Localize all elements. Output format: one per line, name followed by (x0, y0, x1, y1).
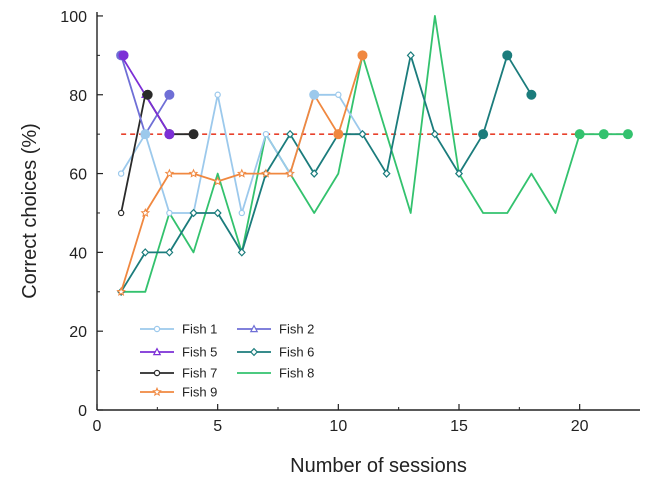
plot-frame (96, 12, 640, 411)
final-marker-fish-6 (502, 50, 513, 61)
x-tick-label: 5 (213, 418, 222, 435)
data-point-fish-7 (117, 209, 125, 217)
final-markers-layer (116, 50, 633, 140)
data-point-fish-6 (382, 169, 391, 178)
legend-item-fish-9: Fish 9 (140, 385, 217, 400)
final-marker-fish-7 (142, 89, 153, 100)
y-tick-label: 60 (69, 167, 87, 184)
legend-marker-fish-2 (249, 324, 259, 333)
data-point-fish-9 (116, 286, 126, 296)
y-axis-label: Correct choices (%) (19, 123, 41, 299)
final-marker-fish-5 (164, 129, 175, 140)
legend-marker-fish-9 (152, 386, 162, 397)
legend-marker-fish-1 (153, 325, 161, 333)
legend-item-fish-2: Fish 2 (237, 322, 314, 337)
series-line-fish-6 (120, 54, 533, 293)
series-fish-7 (117, 91, 197, 217)
data-point-fish-6 (454, 169, 464, 178)
data-point-fish-6 (237, 248, 246, 257)
legend-label-fish-9: Fish 9 (182, 385, 217, 400)
series-line-fish-7 (120, 93, 194, 214)
legend-item-fish-1: Fish 1 (140, 322, 217, 337)
data-point-fish-6 (213, 208, 222, 218)
x-tick-label: 15 (450, 418, 468, 435)
final-marker-fish-8 (574, 129, 585, 140)
legend-marker-fish-7 (153, 369, 161, 377)
y-tick-label: 0 (78, 403, 87, 420)
x-axis-label: Number of sessions (290, 455, 467, 477)
legend-item-fish-6: Fish 6 (237, 345, 314, 360)
final-marker-fish-9 (333, 129, 344, 140)
y-tick-label: 80 (69, 88, 87, 105)
legend-marker-fish-6 (249, 347, 259, 357)
y-tick-label: 20 (69, 324, 87, 341)
legend-item-fish-7: Fish 7 (140, 366, 217, 381)
final-marker-fish-5 (118, 50, 129, 61)
final-marker-fish-1 (309, 89, 320, 100)
legend-label-fish-6: Fish 6 (279, 345, 314, 360)
data-point-fish-1 (238, 209, 245, 217)
final-marker-fish-6 (478, 129, 489, 140)
x-tick-label: 0 (93, 418, 102, 435)
y-tick-label: 40 (69, 245, 87, 262)
legend-label-fish-8: Fish 8 (279, 366, 314, 381)
data-point-fish-1 (335, 91, 342, 98)
final-marker-fish-9 (357, 50, 368, 61)
data-point-fish-9 (285, 168, 295, 178)
data-point-fish-6 (141, 248, 150, 257)
x-tick-label: 20 (571, 418, 589, 435)
legend-item-fish-5: Fish 5 (140, 345, 217, 360)
legend-label-fish-1: Fish 1 (182, 322, 217, 337)
series-layer (116, 14, 628, 297)
final-marker-fish-8 (622, 129, 633, 140)
y-tick-label: 100 (60, 9, 87, 26)
data-point-fish-9 (212, 176, 223, 186)
legend-item-fish-8: Fish 8 (237, 366, 314, 381)
data-point-fish-9 (236, 168, 247, 178)
legend: Fish 1 Fish 2 Fish 5 Fish 6 Fish 7 Fish 8 Fish… (140, 322, 314, 400)
legend-marker-fish-5 (152, 347, 162, 356)
data-point-fish-1 (214, 91, 221, 98)
final-marker-fish-2 (164, 89, 175, 100)
final-marker-fish-8 (598, 129, 609, 140)
final-marker-fish-6 (526, 89, 537, 100)
data-point-fish-1 (262, 130, 270, 138)
final-marker-fish-1 (140, 129, 151, 140)
legend-label-fish-2: Fish 2 (279, 322, 314, 337)
legend-label-fish-5: Fish 5 (182, 345, 217, 360)
data-point-fish-6 (358, 129, 367, 139)
data-point-fish-1 (166, 209, 173, 217)
data-point-fish-9 (188, 168, 199, 178)
data-point-fish-6 (430, 129, 439, 139)
x-tick-label: 10 (329, 418, 347, 435)
data-point-fish-6 (189, 208, 198, 218)
legend-label-fish-7: Fish 7 (182, 366, 217, 381)
data-point-fish-9 (164, 168, 175, 178)
data-point-fish-6 (165, 248, 174, 257)
data-point-fish-9 (140, 207, 151, 218)
final-marker-fish-7 (188, 129, 199, 140)
axis-layer: 0 20 40 60 80 100 0 5 10 15 20 (60, 9, 588, 435)
data-point-fish-9 (261, 168, 271, 178)
data-point-fish-6 (310, 169, 319, 178)
data-point-fish-6 (406, 51, 415, 60)
data-point-fish-1 (117, 170, 125, 177)
data-point-fish-6 (286, 129, 295, 139)
